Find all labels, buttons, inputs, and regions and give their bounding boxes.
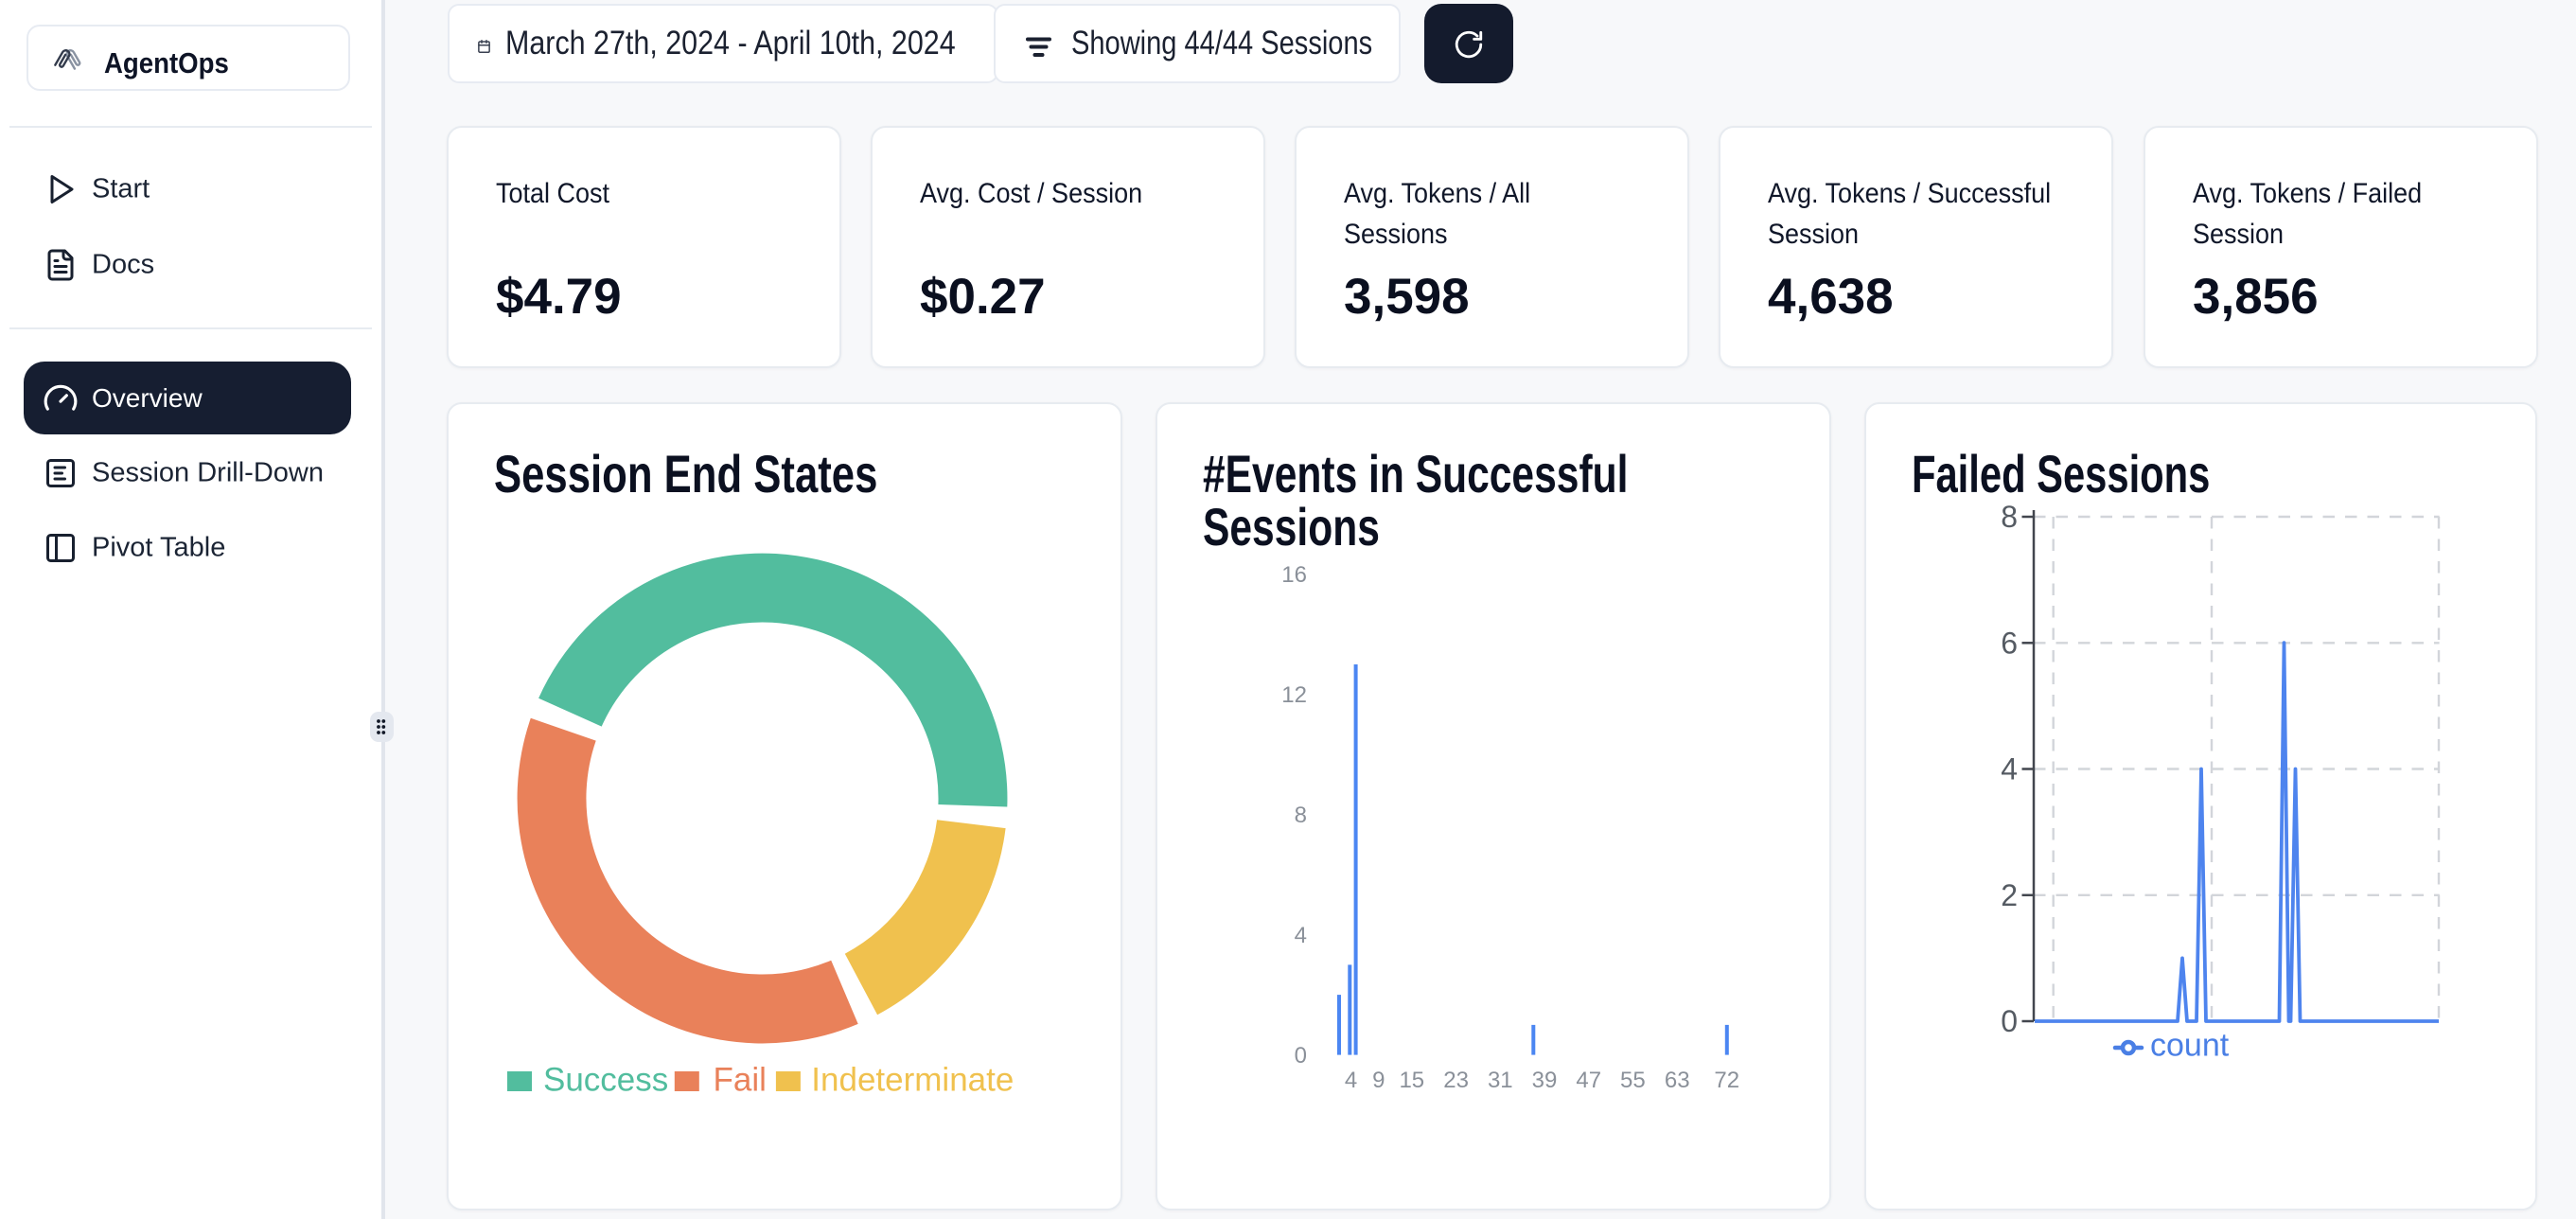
- svg-text:4: 4: [1345, 1068, 1357, 1093]
- svg-text:4: 4: [2001, 752, 2018, 786]
- svg-text:8: 8: [2001, 500, 2018, 534]
- svg-text:47: 47: [1576, 1068, 1601, 1093]
- svg-text:55: 55: [1620, 1068, 1646, 1093]
- svg-text:23: 23: [1443, 1068, 1469, 1093]
- svg-text:Success: Success: [543, 1062, 668, 1099]
- svg-text:12: 12: [1281, 682, 1307, 708]
- svg-text:0: 0: [2001, 1004, 2018, 1038]
- svg-text:9: 9: [1372, 1068, 1385, 1093]
- svg-text:16: 16: [1281, 562, 1307, 588]
- svg-text:72: 72: [1714, 1068, 1739, 1093]
- svg-text:Fail: Fail: [714, 1062, 767, 1099]
- svg-text:15: 15: [1399, 1068, 1424, 1093]
- svg-text:0: 0: [1295, 1043, 1307, 1069]
- svg-text:2: 2: [2001, 878, 2018, 912]
- svg-text:6: 6: [2001, 626, 2018, 660]
- svg-text:count: count: [2150, 1028, 2230, 1064]
- svg-text:39: 39: [1532, 1068, 1558, 1093]
- svg-text:31: 31: [1488, 1068, 1513, 1093]
- svg-text:4: 4: [1295, 923, 1307, 948]
- svg-text:63: 63: [1665, 1068, 1690, 1093]
- svg-text:8: 8: [1295, 803, 1307, 828]
- svg-text:Indeterminate: Indeterminate: [811, 1062, 1014, 1099]
